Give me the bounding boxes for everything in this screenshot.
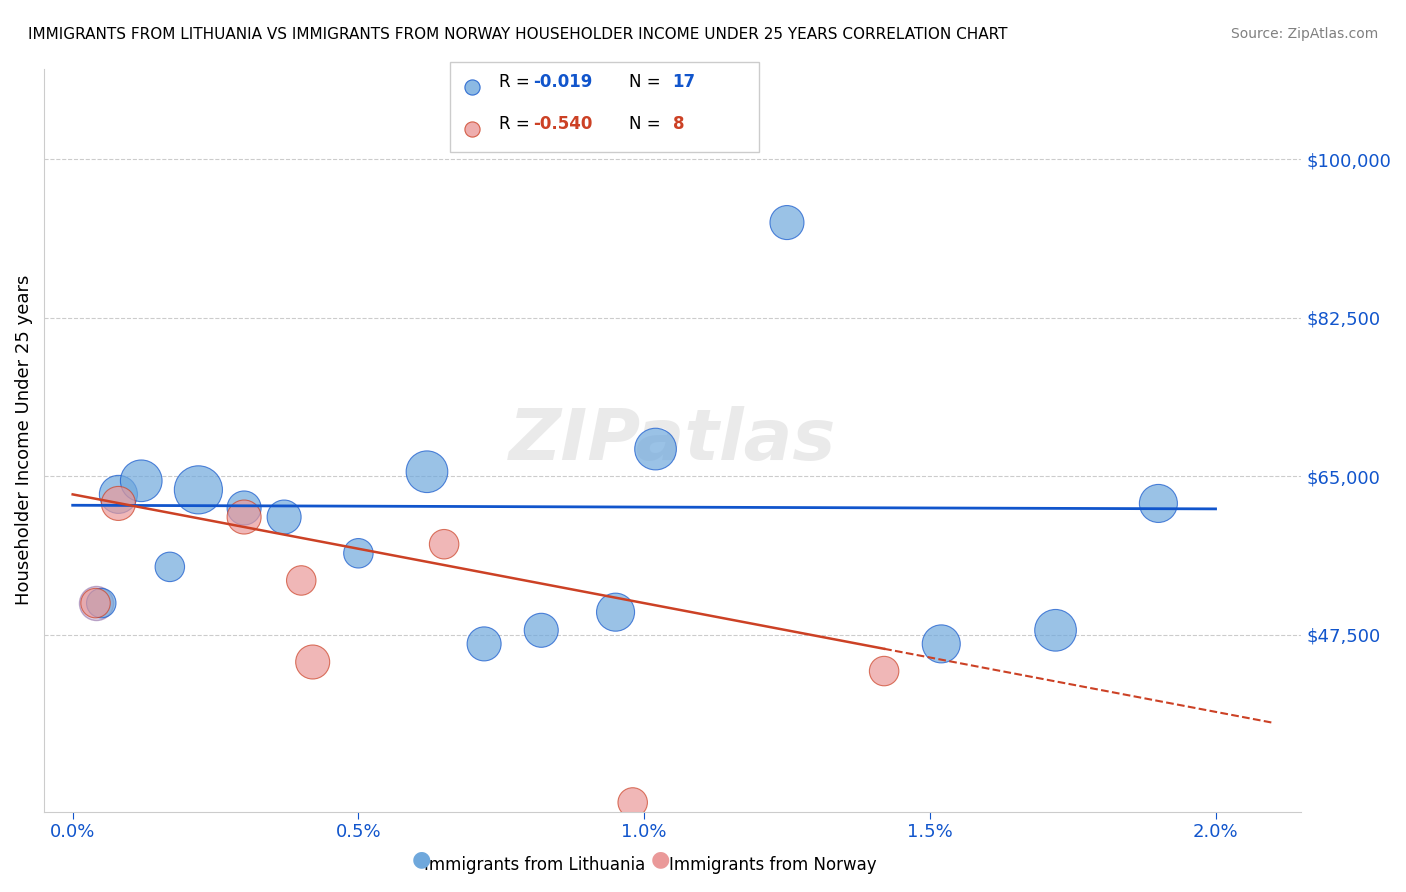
Point [347,546,370,560]
Text: Immigrants from Norway: Immigrants from Norway [669,856,877,874]
Point [433,537,456,551]
Text: -0.019: -0.019 [533,73,593,91]
Point [233,510,256,524]
Text: R =: R = [499,115,536,133]
Text: ●: ● [412,850,432,870]
Point [159,560,181,574]
Point [621,796,644,810]
Point [84,596,107,610]
Point [460,80,482,95]
Text: Source: ZipAtlas.com: Source: ZipAtlas.com [1230,27,1378,41]
Point [90,596,112,610]
Point [929,637,952,651]
Text: ZIPatlas: ZIPatlas [509,406,837,475]
Text: N =: N = [630,115,666,133]
Point [187,483,209,497]
Point [460,122,482,136]
Text: IMMIGRANTS FROM LITHUANIA VS IMMIGRANTS FROM NORWAY HOUSEHOLDER INCOME UNDER 25 : IMMIGRANTS FROM LITHUANIA VS IMMIGRANTS … [28,27,1008,42]
Point [1045,624,1067,638]
Point [290,574,312,588]
Text: -0.540: -0.540 [533,115,593,133]
Text: ●: ● [651,850,671,870]
Point [129,474,152,488]
FancyBboxPatch shape [450,62,759,152]
Point [416,465,439,479]
Point [301,655,323,669]
Point [530,624,553,638]
Point [273,510,295,524]
Point [84,596,107,610]
Text: Immigrants from Lithuania: Immigrants from Lithuania [423,856,645,874]
Text: N =: N = [630,73,666,91]
Text: 17: 17 [672,73,696,91]
Point [873,664,896,678]
Point [605,605,627,619]
Y-axis label: Householder Income Under 25 years: Householder Income Under 25 years [15,275,32,605]
Text: 8: 8 [672,115,685,133]
Point [233,500,256,515]
Point [107,496,129,510]
Point [107,487,129,501]
Point [1147,496,1170,510]
Text: R =: R = [499,73,536,91]
Point [472,637,495,651]
Point [776,216,799,230]
Point [644,442,666,456]
